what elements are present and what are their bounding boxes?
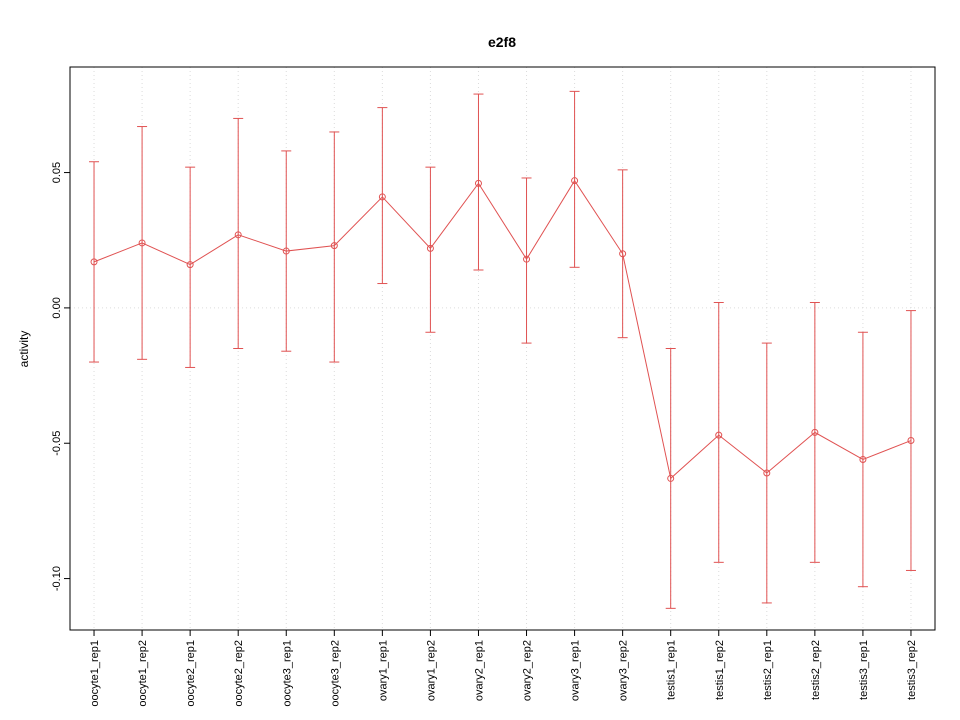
data-point xyxy=(474,179,482,187)
data-point xyxy=(763,469,771,477)
data-point xyxy=(378,193,386,201)
plot-border xyxy=(69,66,936,631)
x-tick-label: ovary1_rep2 xyxy=(425,640,437,701)
data-point xyxy=(330,242,338,250)
x-tick-label: ovary3_rep1 xyxy=(570,640,582,701)
x-tick-label: oocyte2_rep2 xyxy=(233,640,245,707)
x-tick-label: testis1_rep1 xyxy=(666,640,678,700)
y-tick-label: -0.10 xyxy=(51,566,63,591)
x-tick-label: oocyte3_rep2 xyxy=(329,640,341,707)
plot-area: 0.05 0.00 -0.05 -0.10 oocyte1_rep1 oocyte1_re… xyxy=(51,66,936,707)
data-point xyxy=(859,455,867,463)
x-tick-label: ovary3_rep2 xyxy=(618,640,630,701)
data-point xyxy=(138,239,146,247)
y-axis-label: activity xyxy=(17,331,31,368)
x-tick-label: oocyte1_rep2 xyxy=(137,640,149,707)
data-point xyxy=(667,474,675,482)
x-tick-label: oocyte2_rep1 xyxy=(185,640,197,707)
x-tick-label: testis2_rep1 xyxy=(762,640,774,700)
data-point xyxy=(907,437,915,445)
y-tick-label: 0.00 xyxy=(51,297,63,318)
x-tick-label: ovary1_rep1 xyxy=(377,640,389,701)
chart-title: e2f8 xyxy=(488,34,516,50)
data-point xyxy=(715,431,723,439)
data-point xyxy=(426,244,434,252)
x-tick-label: ovary2_rep1 xyxy=(473,640,485,701)
x-tick-label: testis1_rep2 xyxy=(714,640,726,700)
x-tick-label: oocyte1_rep1 xyxy=(89,640,101,707)
x-tick-label: testis3_rep1 xyxy=(858,640,870,700)
series-line xyxy=(93,179,912,480)
data-point xyxy=(282,247,290,255)
data-point xyxy=(234,231,242,239)
data-point xyxy=(571,177,579,185)
data-point xyxy=(90,258,98,266)
x-tick-label: ovary2_rep2 xyxy=(522,640,534,701)
data-point xyxy=(619,250,627,258)
x-tick-label: testis3_rep2 xyxy=(906,640,918,700)
x-tick-label: testis2_rep2 xyxy=(810,640,822,700)
data-point xyxy=(523,255,531,263)
y-tick-label: 0.05 xyxy=(51,162,63,183)
x-tick-label: oocyte3_rep1 xyxy=(281,640,293,707)
data-point xyxy=(186,261,194,269)
data-point xyxy=(811,428,819,436)
y-tick-label: -0.05 xyxy=(51,431,63,456)
